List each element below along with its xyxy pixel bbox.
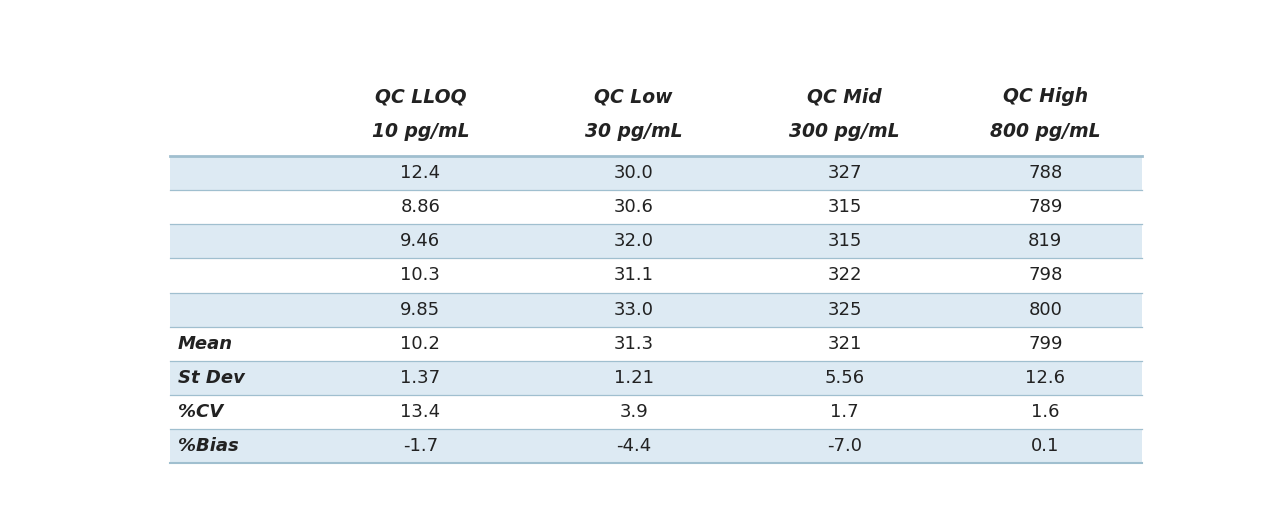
Text: QC Mid: QC Mid bbox=[808, 88, 882, 107]
Text: St Dev: St Dev bbox=[178, 369, 244, 387]
Text: QC Low: QC Low bbox=[594, 88, 673, 107]
Text: 31.1: 31.1 bbox=[613, 267, 654, 285]
Text: 327: 327 bbox=[827, 164, 861, 182]
Text: 1.37: 1.37 bbox=[401, 369, 440, 387]
Text: 789: 789 bbox=[1028, 198, 1062, 216]
Text: 33.0: 33.0 bbox=[613, 301, 654, 319]
Text: 12.4: 12.4 bbox=[401, 164, 440, 182]
Text: 8.86: 8.86 bbox=[401, 198, 440, 216]
Text: -7.0: -7.0 bbox=[827, 437, 861, 455]
Text: 13.4: 13.4 bbox=[401, 403, 440, 421]
Text: -1.7: -1.7 bbox=[403, 437, 438, 455]
Text: 30.6: 30.6 bbox=[613, 198, 654, 216]
Text: 799: 799 bbox=[1028, 335, 1062, 353]
Text: 9.46: 9.46 bbox=[401, 233, 440, 250]
Text: 10.3: 10.3 bbox=[401, 267, 440, 285]
Text: 788: 788 bbox=[1028, 164, 1062, 182]
Bar bbox=[170, 361, 1142, 395]
Text: 315: 315 bbox=[827, 233, 861, 250]
Text: 800: 800 bbox=[1028, 301, 1062, 319]
Bar bbox=[170, 190, 1142, 224]
Text: %CV: %CV bbox=[178, 403, 223, 421]
Bar bbox=[170, 156, 1142, 190]
Bar bbox=[170, 258, 1142, 292]
Text: 300 pg/mL: 300 pg/mL bbox=[790, 122, 900, 141]
Text: 10.2: 10.2 bbox=[401, 335, 440, 353]
Text: 1.21: 1.21 bbox=[613, 369, 654, 387]
Text: 798: 798 bbox=[1028, 267, 1062, 285]
Text: 1.6: 1.6 bbox=[1032, 403, 1060, 421]
Bar bbox=[170, 327, 1142, 361]
Text: %Bias: %Bias bbox=[178, 437, 238, 455]
Text: -4.4: -4.4 bbox=[616, 437, 652, 455]
Text: QC LLOQ: QC LLOQ bbox=[375, 88, 466, 107]
Text: 325: 325 bbox=[827, 301, 861, 319]
Bar bbox=[170, 224, 1142, 258]
Bar bbox=[170, 292, 1142, 327]
Text: Mean: Mean bbox=[178, 335, 233, 353]
Text: 9.85: 9.85 bbox=[401, 301, 440, 319]
Text: QC High: QC High bbox=[1002, 88, 1088, 107]
Text: 321: 321 bbox=[827, 335, 861, 353]
Text: 819: 819 bbox=[1028, 233, 1062, 250]
Text: 30.0: 30.0 bbox=[614, 164, 654, 182]
Text: 0.1: 0.1 bbox=[1032, 437, 1060, 455]
Text: 31.3: 31.3 bbox=[613, 335, 654, 353]
Text: 10 pg/mL: 10 pg/mL bbox=[371, 122, 470, 141]
Text: 12.6: 12.6 bbox=[1025, 369, 1065, 387]
Text: 800 pg/mL: 800 pg/mL bbox=[989, 122, 1101, 141]
Text: 1.7: 1.7 bbox=[831, 403, 859, 421]
Text: 3.9: 3.9 bbox=[620, 403, 648, 421]
Text: 32.0: 32.0 bbox=[613, 233, 654, 250]
Text: 30 pg/mL: 30 pg/mL bbox=[585, 122, 682, 141]
Text: 5.56: 5.56 bbox=[824, 369, 864, 387]
Bar bbox=[170, 429, 1142, 463]
Bar bbox=[170, 395, 1142, 429]
Text: 315: 315 bbox=[827, 198, 861, 216]
Text: 322: 322 bbox=[827, 267, 861, 285]
